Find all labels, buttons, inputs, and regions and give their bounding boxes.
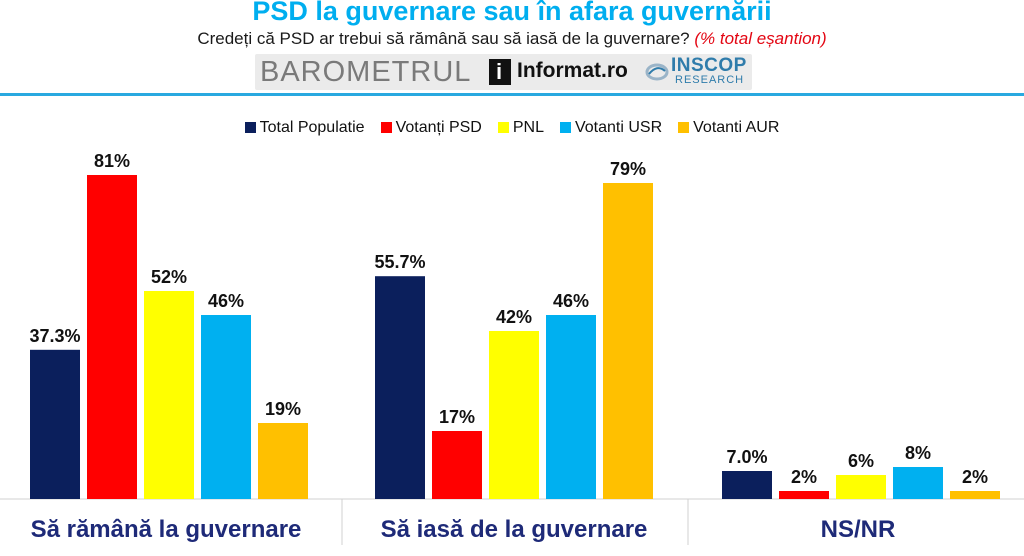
data-label: 19%: [265, 399, 301, 419]
bar: [722, 471, 772, 499]
legend-label: Total Populatie: [259, 119, 365, 136]
informat-i-letter: i: [496, 59, 503, 84]
bar: [258, 423, 308, 499]
data-label: 52%: [151, 267, 187, 287]
bar: [87, 175, 137, 499]
legend-item: Votanți PSD: [380, 119, 482, 137]
bar: [489, 331, 539, 499]
bar: [432, 431, 482, 499]
legend-label: Votanți PSD: [395, 119, 482, 136]
bar: [603, 183, 653, 499]
bar: [144, 291, 194, 499]
data-label: 2%: [791, 467, 817, 487]
data-label: 17%: [439, 407, 475, 427]
chart-subtitle: Credeți că PSD ar trebui să rămână sau s…: [0, 29, 1024, 49]
bar: [779, 491, 829, 499]
chart-title: PSD la guvernare sau în afara guvernării: [252, 0, 772, 26]
data-label: 37.3%: [29, 326, 80, 346]
category-label: Să rămână la guvernare: [31, 516, 302, 543]
legend-swatch: [380, 122, 392, 133]
bar: [950, 491, 1000, 499]
inscop-swirl-icon: [645, 63, 669, 81]
bar: [893, 467, 943, 499]
legend-swatch: [497, 122, 509, 133]
data-label: 7.0%: [726, 447, 767, 467]
informat-i-icon: i: [489, 59, 511, 85]
informat-logo: Informat.ro: [517, 59, 628, 82]
header-divider: [0, 93, 1024, 96]
inscop-logo: INSCOP: [671, 55, 747, 76]
legend-item: Votanti AUR: [678, 119, 779, 137]
legend-label: Votanti AUR: [693, 119, 780, 136]
legend-item: Total Populatie: [244, 119, 365, 137]
category-label: NS/NR: [821, 516, 896, 543]
data-label: 8%: [905, 443, 931, 463]
legend-item: PNL: [497, 119, 544, 137]
data-label: 79%: [610, 159, 646, 179]
legend-swatch: [244, 122, 256, 133]
legend-swatch: [559, 122, 571, 133]
bar: [375, 276, 425, 499]
data-label: 46%: [208, 291, 244, 311]
data-label: 55.7%: [374, 252, 425, 272]
bar: [836, 475, 886, 499]
data-label: 42%: [496, 307, 532, 327]
sponsor-logo-bar: BAROMETRUL i Informat.ro INSCOP RESEARCH: [255, 54, 752, 90]
bar: [201, 315, 251, 499]
chart-legend: Total Populatie Votanți PSD PNL Votanti USR…: [0, 119, 1024, 137]
data-label: 6%: [848, 451, 874, 471]
subtitle-question: Credeți că PSD ar trebui să rămână sau s…: [197, 29, 690, 48]
inscop-research-text: RESEARCH: [675, 74, 745, 86]
legend-swatch: [678, 122, 690, 133]
category-label: Să iasă de la guvernare: [381, 516, 648, 543]
legend-label: PNL: [512, 119, 544, 136]
data-label: 2%: [962, 467, 988, 487]
barometrul-logo: BAROMETRUL: [260, 56, 472, 88]
legend-label: Votanti USR: [574, 119, 663, 136]
legend-item: Votanti USR: [559, 119, 663, 137]
data-label: 46%: [553, 291, 589, 311]
bar: [30, 349, 80, 499]
subtitle-note: (% total eșantion): [694, 29, 827, 48]
data-label: 81%: [94, 151, 130, 171]
bar: [546, 315, 596, 499]
